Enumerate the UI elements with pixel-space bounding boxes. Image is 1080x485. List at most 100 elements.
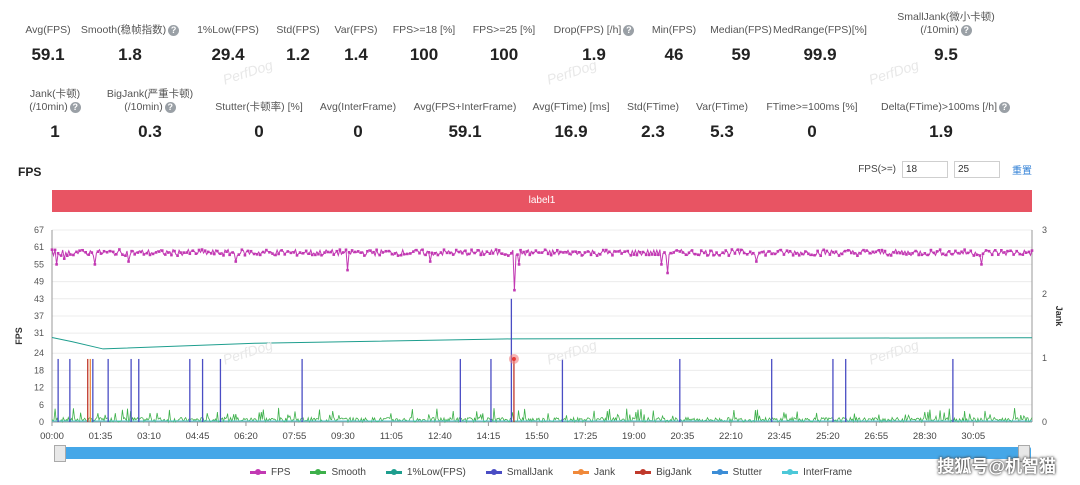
fps-threshold-controls: FPS(>=) 重置 [858,161,1032,178]
fps-point [739,248,743,252]
fps-point [240,248,244,252]
fps-point [81,248,84,252]
fps-point [347,250,351,254]
fps-point [715,251,718,254]
legend-item[interactable]: Jank [572,467,615,478]
fps-point [764,254,767,257]
fps-point [816,249,819,253]
fps-point [831,250,835,254]
fps-point [197,248,201,252]
fps-threshold-input-1[interactable] [902,161,948,178]
fps-point [923,252,927,255]
y-tick-label: 49 [34,277,44,287]
legend-swatch-icon [782,469,799,475]
fps-point [1018,252,1022,256]
fps-point [987,249,991,253]
fps-point [424,253,427,257]
y-tick-label: 6 [39,400,44,410]
label-bar[interactable]: label1 [52,190,1032,212]
fps-point [151,252,155,256]
metric-label: FTime>=100ms [%] [766,101,858,113]
help-icon[interactable]: ? [69,101,81,113]
fps-point [920,253,924,257]
fps-point [960,250,963,254]
metric-value: 1.9 [582,45,606,64]
help-icon[interactable]: ? [164,101,176,113]
fps-point [130,249,133,253]
metric-label: Stutter(卡顿率) [%] [215,101,303,113]
fps-point [497,249,501,252]
metric-value: 1 [50,122,60,141]
fps-point [712,253,715,257]
time-range-slider[interactable] [54,447,1031,459]
slider-handle-right[interactable] [1018,445,1030,462]
chart-section-title: FPS [18,165,42,179]
metric-value: 59 [731,45,751,64]
help-icon[interactable]: ? [999,101,1011,113]
legend-item[interactable]: FPS [250,467,290,478]
slider-handle-left[interactable] [54,445,66,462]
help-icon[interactable]: ? [960,24,972,36]
fps-point [363,254,366,257]
fps-point [399,253,403,257]
fps-point [412,250,415,253]
fps-point [984,249,988,252]
fps-point [274,253,277,257]
fps-point [632,253,636,256]
metric-label: MedRange(FPS)[%] [773,24,867,36]
legend-item[interactable]: 1%Low(FPS) [385,467,466,478]
fps-point [228,253,231,257]
fps-point [693,252,697,256]
metric-label: Jank(卡顿) (/10min)? [29,88,81,113]
fps-point [902,252,905,256]
metric-label: Avg(FPS+InterFrame) [413,101,517,113]
fps-point [485,250,489,253]
reset-button[interactable]: 重置 [1012,166,1032,177]
fps-point [102,249,106,253]
x-tick-label: 06:20 [234,431,258,442]
fps-point [72,253,75,257]
fps-point [543,248,547,252]
fps-point [283,253,287,256]
x-tick-label: 26:55 [864,431,888,442]
fps-point [767,250,770,253]
fps-point [84,251,87,254]
legend-item[interactable]: Smooth [310,467,366,478]
fps-point [773,252,777,256]
fps-point [482,253,486,256]
fps-point [341,251,345,254]
metric-value: 0 [254,122,264,141]
fps-point [785,249,789,252]
legend-swatch-icon [485,469,502,475]
y-tick-label: 67 [34,225,44,235]
legend-item[interactable]: Stutter [711,467,762,478]
fps-point [470,248,473,252]
help-icon[interactable]: ? [168,24,180,36]
fps-point [932,251,936,255]
fps-point [880,248,884,252]
metric-value: 1.4 [344,45,368,64]
help-icon[interactable]: ? [623,24,635,36]
metric-1-7: Drop(FPS) [/h]? 1.9 [534,24,654,65]
legend-item[interactable]: InterFrame [782,467,852,478]
x-tick-label: 00:00 [40,431,64,442]
fps-point [598,253,602,256]
metric-value: 9.5 [934,45,958,64]
legend-item[interactable]: BigJank [635,467,692,478]
legend-item[interactable]: SmallJank [485,467,553,478]
fps-point [525,250,528,253]
metric-label: Var(FPS) [334,24,378,36]
fps-point [997,253,1000,256]
fps-point [320,253,323,257]
fps-point [1012,253,1015,256]
fps-point [415,248,418,252]
fps-point [663,251,666,254]
x-tick-label: 23:45 [767,431,791,442]
fps-point [972,254,976,257]
fps-threshold-input-2[interactable] [954,161,1000,178]
fps-point [121,253,124,256]
fps-point [298,251,302,254]
fps-point [50,248,54,251]
fps-point [243,253,247,257]
fps-point [840,252,844,256]
